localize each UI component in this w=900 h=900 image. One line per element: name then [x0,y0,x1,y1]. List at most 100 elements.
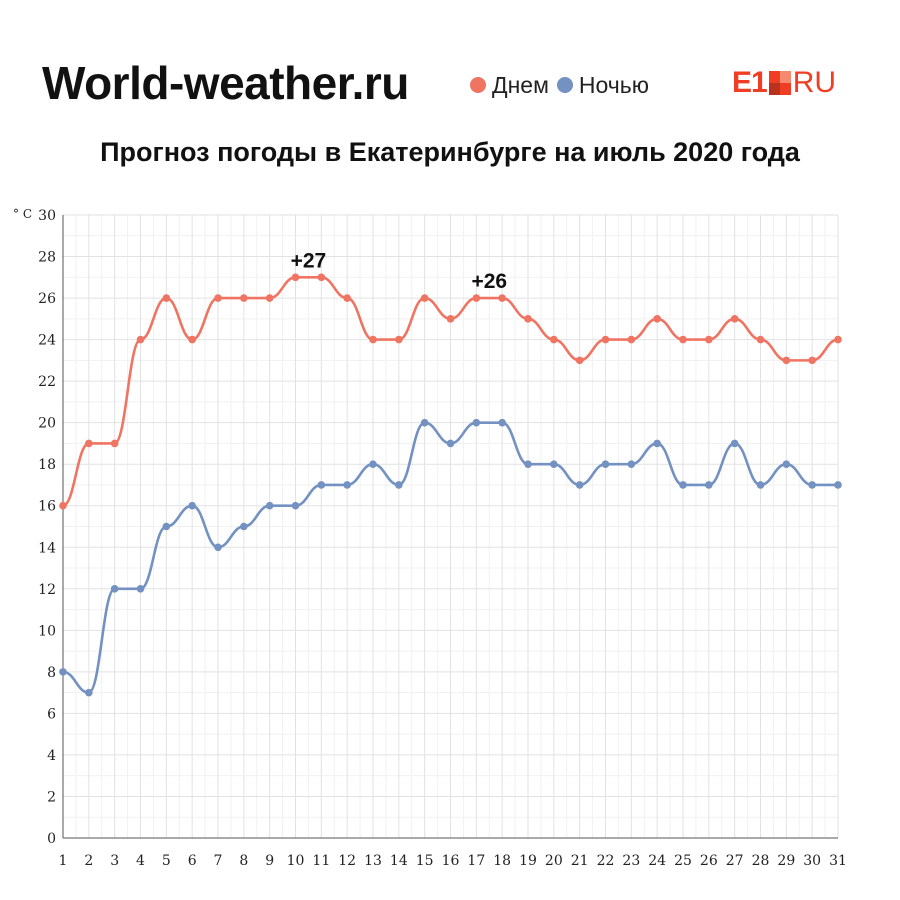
x-tick-label: 27 [726,853,744,869]
data-point-night [291,501,300,510]
legend: Днем Ночью [470,70,657,100]
x-tick-label: 20 [545,853,563,869]
y-tick-label: 12 [38,582,56,598]
x-tick-label: 5 [162,853,171,869]
y-tick-label: 10 [38,623,56,639]
x-tick-label: 26 [700,853,718,869]
x-tick-label: 13 [364,853,382,869]
data-point-night [756,481,765,489]
data-point-night [705,481,713,489]
data-point-night [85,688,93,697]
data-point-day [550,335,558,344]
site-title: World-weather.ru [42,57,409,109]
data-point-night [679,481,687,489]
x-tick-label: 19 [519,853,537,869]
data-point-night [782,460,791,469]
data-point-day [188,335,196,344]
logo-e1-text: E1 [732,66,768,99]
data-point-day [59,501,67,510]
y-tick-label: 4 [47,748,56,764]
logo-ru-text: RU [792,66,837,99]
y-tick-label: 8 [47,665,56,681]
data-point-day [291,273,300,282]
x-tick-label: 30 [803,853,821,869]
x-tick-label: 6 [188,853,197,869]
x-tick-label: 4 [136,853,145,869]
y-tick-label: 18 [38,457,56,473]
e1-logo: E1 RU [732,66,837,99]
data-point-night [446,439,455,448]
x-tick-label: 11 [312,853,330,869]
data-point-day [136,335,145,344]
data-point-night [136,585,145,593]
legend-day-marker [470,77,486,93]
x-tick-label: 28 [752,853,770,869]
x-tick-label: 3 [110,853,119,869]
x-tick-label: 12 [338,853,356,869]
data-point-day [782,356,791,365]
x-tick-label: 31 [829,853,847,869]
y-tick-label: 0 [47,831,56,847]
data-point-day [498,294,506,302]
data-point-night [834,481,842,489]
peak-annotation: +26 [471,270,507,293]
x-tick-label: 8 [239,853,248,869]
legend-item-night: Ночью [556,71,650,99]
x-tick-label: 15 [416,853,434,869]
data-point-night [265,501,274,510]
data-point-night [369,460,377,469]
x-tick-label: 29 [777,853,795,869]
y-tick-label: 2 [47,789,56,805]
x-tick-label: 23 [622,853,640,869]
legend-item-day: Днем [470,72,549,99]
data-point-day [395,335,403,344]
data-point-day [808,356,816,365]
x-tick-label: 14 [390,853,408,869]
data-point-night [214,543,222,552]
data-point-night [317,481,326,489]
x-tick-label: 21 [571,853,589,869]
x-tick-label: 17 [467,853,485,869]
data-point-night [653,439,661,448]
y-tick-label: 22 [38,374,56,390]
x-tick-label: 22 [597,853,615,869]
data-point-night [188,501,196,510]
data-point-day [214,294,222,302]
data-point-day [162,294,171,302]
data-point-day [317,273,326,282]
data-point-day [369,335,377,344]
data-point-day [730,315,739,323]
data-point-night [550,460,558,469]
data-point-night [575,481,584,489]
data-point-day [834,335,842,344]
x-tick-label: 1 [59,853,68,869]
data-point-day [85,439,93,448]
y-tick-label: 24 [38,333,56,349]
y-tick-label: 28 [38,250,56,266]
data-point-day [653,315,661,323]
data-point-day [575,356,584,365]
data-point-night [498,418,506,427]
legend-night-label: Ночью [578,71,650,98]
data-point-night [343,481,351,489]
data-point-day [265,294,274,302]
data-point-day [446,315,455,323]
data-point-day [472,294,481,302]
data-point-day [524,315,532,323]
x-tick-label: 10 [287,853,305,869]
data-point-day [110,439,119,448]
x-tick-label: 24 [648,853,666,869]
data-point-night [420,418,429,427]
data-point-night [59,668,67,676]
x-tick-label: 18 [493,853,511,869]
data-point-night [395,481,403,489]
data-point-day [705,335,713,344]
y-tick-label: 6 [47,706,56,722]
data-point-night [627,460,636,469]
data-point-night [110,585,119,593]
data-point-night [240,522,248,531]
x-tick-label: 16 [442,853,460,869]
data-point-day [756,335,765,344]
y-tick-label: 20 [38,416,56,432]
